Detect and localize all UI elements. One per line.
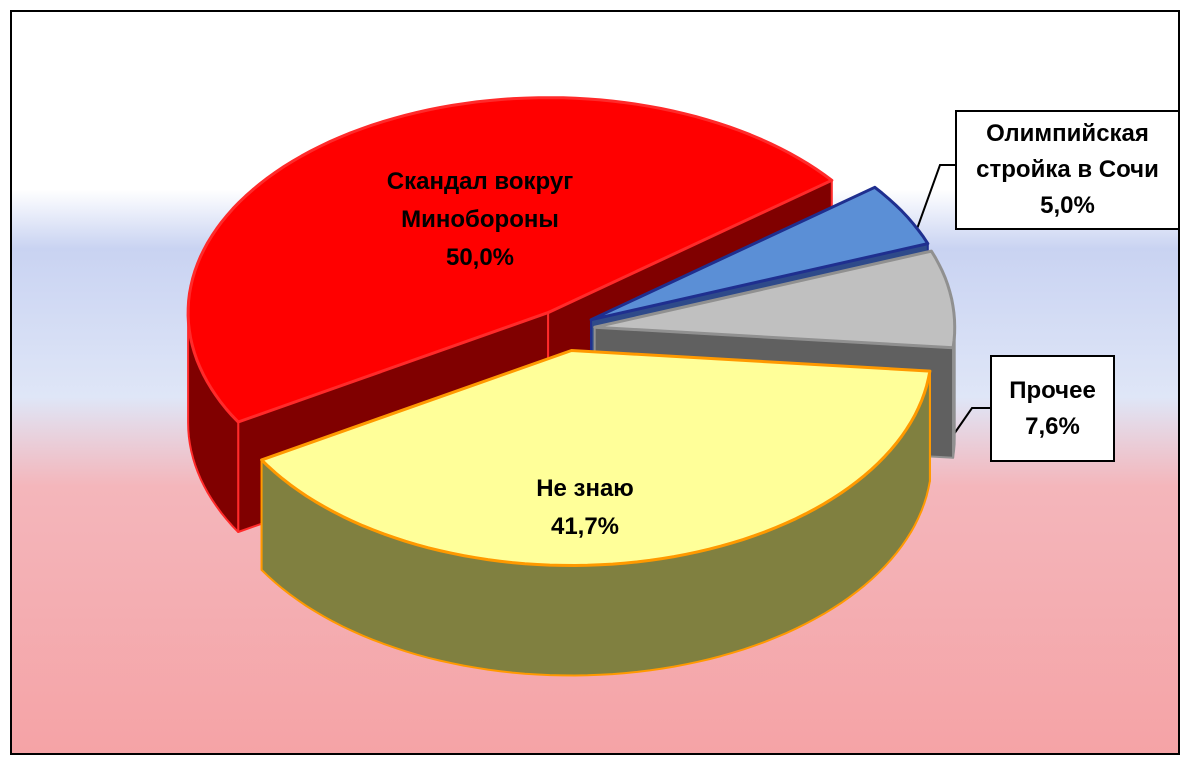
value-label: 41,7% — [550, 513, 620, 540]
category-label: Не знаю — [536, 475, 634, 502]
slice — [593, 249, 957, 350]
category-label: Олимпийская стройка в Сочи — [976, 120, 1159, 183]
pie — [186, 96, 957, 677]
data-label: Не знаю 41,7% — [445, 468, 725, 548]
value-label: 50,0% — [445, 244, 515, 271]
value-label: 5,0% — [1040, 192, 1095, 219]
category-label: Прочее — [1009, 376, 1096, 404]
leader-line — [912, 164, 955, 241]
slice — [260, 349, 932, 567]
data-label: Олимпийская стройка в Сочи 5,0% — [955, 110, 1180, 230]
value-label: 7,6% — [1025, 412, 1080, 440]
data-label: Прочее 7,6% — [990, 355, 1115, 462]
data-label: Скандал вокруг Минобороны 50,0% — [330, 140, 630, 300]
slice — [589, 185, 930, 322]
slice — [186, 96, 834, 424]
category-label: Скандал вокруг Минобороны — [386, 168, 574, 233]
